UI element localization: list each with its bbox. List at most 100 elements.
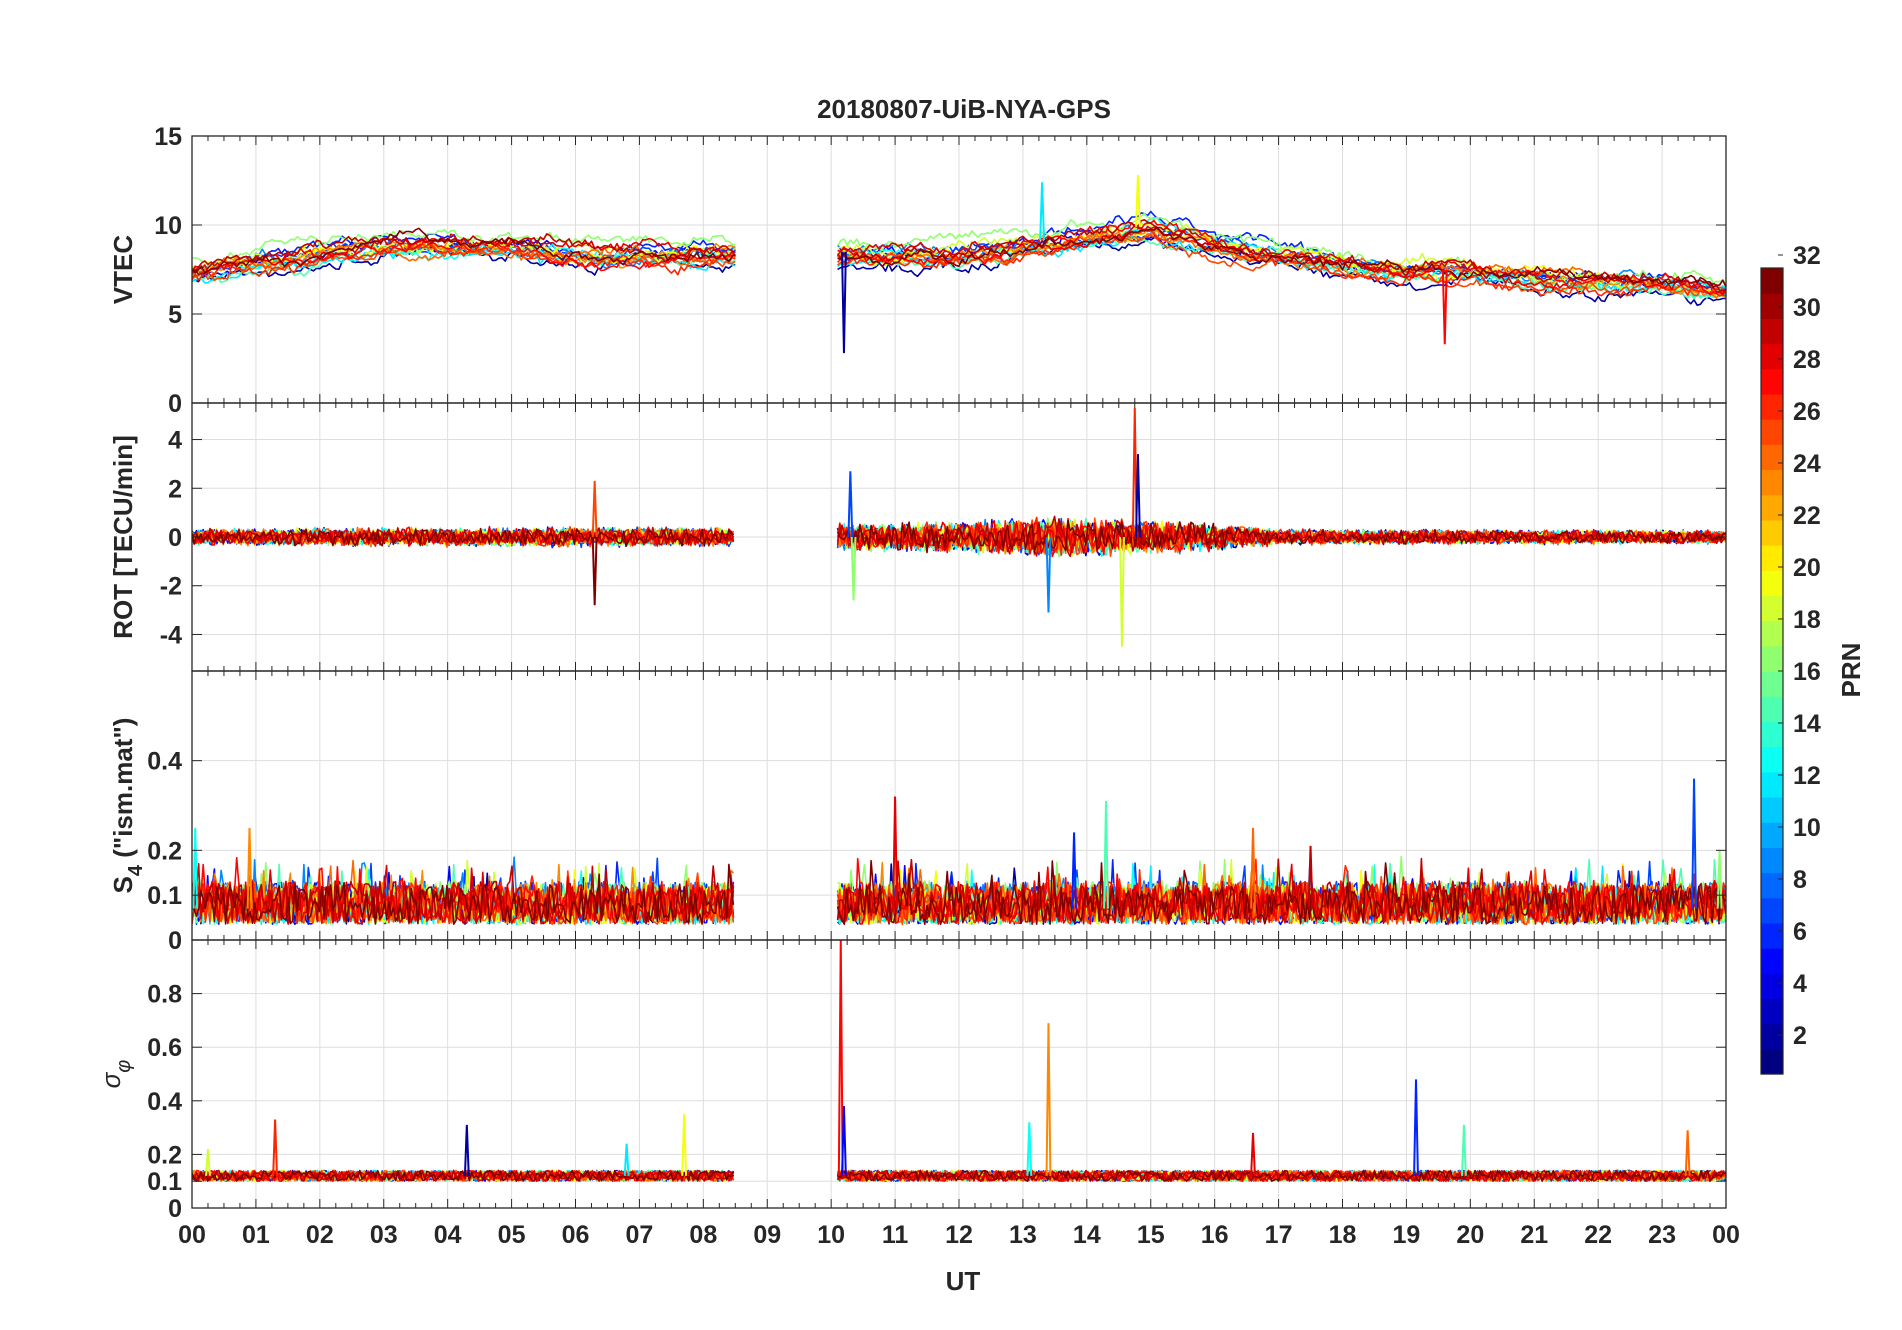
y-axis-label: ROT [TECU/min] [108,435,138,639]
series-line-prn-30 [837,218,1726,292]
spike-mark [1441,269,1448,345]
spike-mark [463,1124,470,1176]
spike-mark [246,827,253,909]
colorbar-tick-label: 14 [1793,710,1821,738]
spike-mark [850,536,857,601]
spike-mark [623,1143,630,1176]
colorbar-tick-label: 24 [1793,450,1821,478]
colorbar-swatch [1761,671,1783,697]
colorbar-swatch [1761,519,1783,546]
spike-mark [1307,845,1314,909]
spike-mark [892,796,899,909]
colorbar-swatch [1761,419,1783,445]
chart-title: 20180807-UiB-NYA-GPS [817,94,1111,124]
series-group [192,175,1726,354]
colorbar-swatch [1761,872,1783,899]
y-tick-label: 0.6 [147,1034,182,1062]
spike-mark [1103,800,1109,909]
colorbar-label: PRN [1836,643,1866,698]
spike-mark [1135,175,1141,227]
y-tick-label: 0.2 [147,837,182,865]
series-line-prn-32 [192,863,735,926]
colorbar-swatch [1761,368,1783,395]
colorbar-swatch [1761,645,1783,672]
colorbar-swatch [1761,1023,1783,1050]
x-tick-label: 00 [178,1221,206,1249]
spike-mark [1250,827,1256,909]
rot-panel: -4 -2 0 2 4 ROT [TECU/min] [108,402,1727,672]
spike-mark [1135,454,1141,538]
y-tick-label: 0.8 [147,981,182,1009]
y-tick-label: 0 [168,524,182,552]
y-tick-label: 10 [154,212,182,240]
x-tick-label: 01 [242,1221,270,1249]
colorbar-tick-label: 18 [1793,606,1821,634]
x-tick-label: 22 [1584,1221,1612,1249]
y-tick-label: 0.4 [147,748,182,776]
spike-mark [1250,1132,1256,1176]
x-tick-label: 20 [1456,1221,1484,1249]
colorbar-swatch [1761,620,1783,647]
series-line-prn-30 [836,1169,1726,1182]
spike-mark [192,827,199,909]
s4-panel: 0 0.1 0.2 0.4S4 ("ism.mat") [108,670,1727,955]
series-line-prn-27 [837,228,1726,297]
x-tick-label: 15 [1137,1221,1165,1249]
series-line-prn-32 [192,527,734,548]
colorbar-swatch [1761,696,1783,722]
colorbar-swatch [1761,847,1783,874]
series-line-prn-32 [836,859,1726,926]
colorbar-swatch [1761,545,1783,571]
y-tick-label: -4 [160,621,182,649]
y-tick-label: 15 [154,123,182,151]
y-tick-label: 0 [168,927,182,955]
series-line-prn-30 [192,527,735,547]
colorbar-swatch [1761,746,1783,773]
series-line-prn-32 [837,226,1726,288]
x-tick-label: 13 [1009,1221,1037,1249]
y-axis-label: VTEC [108,235,138,305]
sigma-phi-panel: 00.10.2 0.4 0.6 0.8 σφ [96,939,1727,1223]
series-group [192,778,1726,926]
colorbar-tick-label: 30 [1793,294,1821,322]
x-tick-label: 09 [753,1221,781,1249]
series-line-prn-32 [837,1169,1726,1182]
x-tick-label: 21 [1520,1221,1548,1249]
x-tick-label: 03 [370,1221,398,1249]
colorbar-swatch [1761,595,1783,622]
x-tick-label: 19 [1393,1221,1421,1249]
colorbar-tick-label: 8 [1793,866,1807,894]
colorbar-tick-label: 16 [1793,658,1821,686]
colorbar-tick-label: 12 [1793,762,1821,790]
x-tick-label: 17 [1265,1221,1293,1249]
x-tick-label: 12 [945,1221,973,1249]
spike-mark [1691,778,1697,909]
series-line-prn-32 [836,519,1726,554]
colorbar-swatch [1761,998,1783,1025]
y-tick-label: 0.1 [147,882,182,910]
colorbar-swatch [1761,948,1783,974]
colorbar-swatch [1761,721,1783,748]
y-axis-label: σφ [96,1060,135,1089]
y-tick-label: 0 [168,1195,182,1223]
x-tick-label: 10 [817,1221,845,1249]
colorbar-tick-label: 2 [1793,1022,1807,1050]
colorbar-tick-label: 20 [1793,554,1821,582]
spike-mark [1461,1124,1467,1176]
colorbar-swatch [1761,494,1783,521]
x-tick-label: 00 [1712,1221,1740,1249]
spike-mark [847,471,854,538]
vtec-panel: 0 5 10 15 VTEC [108,123,1727,418]
x-tick-label: 16 [1201,1221,1229,1249]
colorbar-swatch [1761,922,1783,949]
x-tick-label: 06 [562,1221,590,1249]
y-tick-label: -2 [160,573,182,601]
colorbar-swatch [1761,343,1783,370]
y-tick-label: 0.1 [147,1168,182,1196]
x-tick-label: 04 [434,1221,462,1249]
spike-mark [1413,1079,1419,1176]
series-group [192,407,1726,647]
colorbar-tick-label: 4 [1793,970,1807,998]
colorbar-tick-label: 32 [1793,242,1821,270]
